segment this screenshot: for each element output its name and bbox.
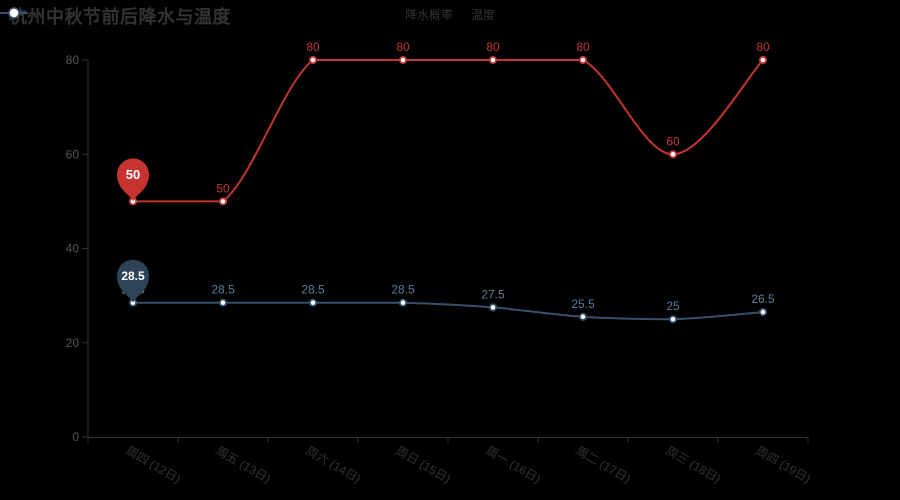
data-point-label: 80: [486, 40, 500, 54]
x-axis-label: 周日 (15日): [394, 443, 454, 485]
data-point-label: 25.5: [571, 297, 595, 311]
pin-icon: [117, 158, 149, 202]
data-point-label: 27.5: [481, 287, 505, 301]
y-axis-label: 40: [66, 242, 80, 256]
y-axis-label: 20: [66, 336, 80, 350]
legend-item-temp[interactable]: 温度: [0, 6, 496, 23]
data-point-label: 28.5: [301, 283, 325, 297]
precip-markpoint-pin[interactable]: 50: [117, 158, 149, 202]
legend-item-label: 温度: [471, 8, 496, 22]
pin-label: 50: [126, 167, 140, 182]
x-axis-label: 周四 (19日): [754, 443, 814, 485]
data-point-label: 50: [216, 181, 230, 195]
data-point-marker[interactable]: [218, 298, 228, 307]
data-point-marker[interactable]: [578, 55, 588, 65]
data-point-marker[interactable]: [578, 312, 588, 321]
x-axis-label: 周六 (14日): [304, 443, 364, 485]
data-point-label: 80: [306, 40, 320, 54]
x-axis-label: 周一 (16日): [484, 443, 544, 485]
x-axis-label: 周三 (18日): [664, 443, 724, 485]
data-point-marker[interactable]: [488, 303, 498, 312]
data-point-marker[interactable]: [398, 298, 408, 307]
x-axis-label: 周五 (13日): [214, 443, 274, 485]
temp-markpoint-pin[interactable]: 28.5: [117, 259, 149, 303]
temp-series-line[interactable]: [133, 301, 764, 321]
data-point-marker[interactable]: [758, 307, 768, 317]
data-point-label: 80: [396, 40, 410, 54]
data-point-label: 26.5: [751, 292, 775, 306]
data-point-marker[interactable]: [398, 55, 408, 65]
legend: 降水概率 温度: [0, 6, 900, 23]
y-axis-label: 60: [66, 147, 80, 161]
precip-series-line[interactable]: [133, 58, 764, 203]
data-point-marker[interactable]: [218, 197, 228, 206]
data-point-label: 25: [666, 299, 680, 313]
chart-title: 杭州中秋节前后降水与温度: [9, 7, 231, 27]
legend-item-label: 降水概率: [404, 8, 453, 22]
y-axis-label: 80: [66, 53, 80, 67]
pin-icon: [117, 259, 149, 303]
data-point-label: 28.5: [391, 283, 415, 297]
data-point-label: 80: [756, 40, 770, 54]
data-point-label: 60: [666, 134, 680, 148]
data-point-label: 28.5: [211, 283, 235, 297]
y-axis-label: 0: [72, 430, 79, 444]
line-marker-icon: [0, 7, 28, 19]
data-point-marker[interactable]: [668, 315, 678, 324]
x-axis-label: 周四 (12日): [124, 443, 184, 485]
data-point-marker[interactable]: [668, 150, 678, 159]
data-point-marker[interactable]: [308, 55, 318, 65]
data-point-marker[interactable]: [488, 55, 498, 65]
x-axis-label: 周二 (17日): [574, 443, 634, 485]
data-point-label: 80: [576, 40, 590, 54]
pin-label: 28.5: [121, 269, 145, 283]
data-point-marker[interactable]: [758, 55, 768, 65]
data-point-marker[interactable]: [308, 298, 318, 307]
